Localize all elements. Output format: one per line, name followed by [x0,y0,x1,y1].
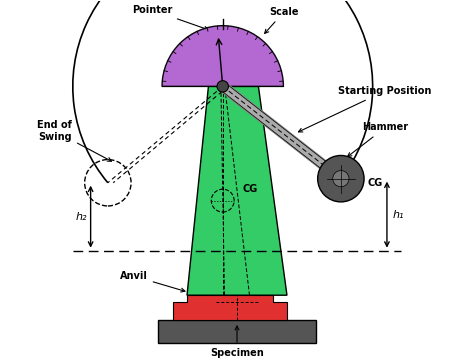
Text: h₁: h₁ [392,210,404,220]
Circle shape [333,171,349,187]
Polygon shape [173,295,287,320]
Text: Anvil: Anvil [120,271,185,292]
Text: End of
Swing: End of Swing [37,120,111,161]
Circle shape [318,155,364,202]
Text: CG: CG [368,178,383,188]
Text: Scale: Scale [264,7,299,33]
Text: Hammer: Hammer [347,122,409,157]
Circle shape [217,81,228,92]
Text: h₂: h₂ [75,212,87,222]
Wedge shape [162,26,283,87]
Text: Starting Position: Starting Position [299,86,431,132]
Bar [158,320,316,344]
Text: Specimen: Specimen [210,326,264,358]
Polygon shape [187,87,287,295]
Text: CG: CG [242,184,257,194]
Text: Pointer: Pointer [132,5,208,30]
